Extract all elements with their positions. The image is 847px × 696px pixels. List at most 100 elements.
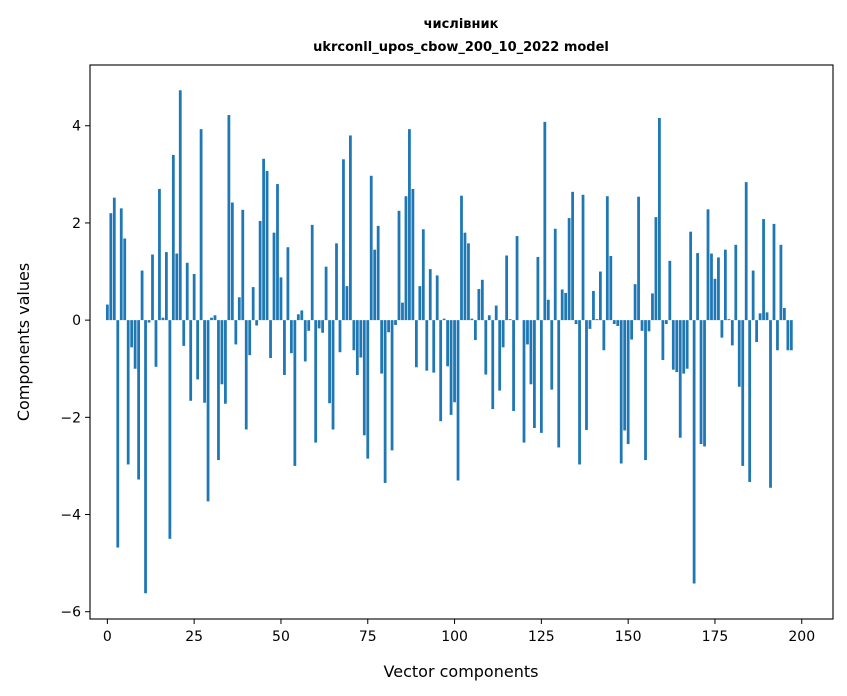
chart-subtitle: ukrconll_upos_cbow_200_10_2022 model xyxy=(313,40,609,55)
bar xyxy=(425,320,429,371)
bar xyxy=(307,320,311,331)
bar xyxy=(331,320,335,430)
bar xyxy=(283,320,286,376)
bar xyxy=(529,320,533,385)
bar xyxy=(317,320,321,329)
bar xyxy=(765,312,769,321)
bar xyxy=(678,320,682,438)
bar xyxy=(633,284,637,321)
bar xyxy=(668,260,672,321)
bar xyxy=(133,320,137,369)
bar xyxy=(140,270,144,321)
bar xyxy=(588,320,592,329)
bar xyxy=(390,320,394,451)
bar xyxy=(616,320,620,326)
bar xyxy=(144,320,147,594)
bar xyxy=(237,297,241,321)
bar xyxy=(234,320,238,345)
bar xyxy=(171,154,175,321)
x-tick-label: 175 xyxy=(702,629,729,645)
bar xyxy=(508,319,512,321)
bar xyxy=(654,217,658,321)
bar xyxy=(550,320,554,390)
y-tick-label: 0 xyxy=(72,313,81,329)
bar xyxy=(105,304,109,321)
x-tick-label: 0 xyxy=(103,629,112,645)
bar xyxy=(699,320,703,445)
bar xyxy=(536,256,540,321)
bar xyxy=(373,249,377,321)
bar xyxy=(560,289,564,321)
bar xyxy=(730,320,734,346)
bar xyxy=(630,320,634,340)
bar xyxy=(647,320,651,332)
bar xyxy=(762,219,765,321)
bar xyxy=(626,320,630,445)
bar xyxy=(394,320,397,325)
bar xyxy=(401,302,404,321)
bar xyxy=(355,320,359,376)
bar xyxy=(175,253,179,321)
bar xyxy=(293,320,297,466)
bar xyxy=(276,184,279,321)
y-tick-label: −6 xyxy=(60,605,81,621)
bar xyxy=(411,188,415,321)
bar xyxy=(324,266,328,321)
bar xyxy=(741,320,745,466)
bar xyxy=(217,320,220,461)
bar xyxy=(717,257,720,321)
bar xyxy=(178,90,182,321)
bar xyxy=(335,243,338,321)
bar xyxy=(116,320,120,548)
bar xyxy=(158,188,161,321)
x-tick-label: 150 xyxy=(615,629,642,645)
bar xyxy=(612,320,616,325)
bar xyxy=(279,277,283,321)
bar xyxy=(651,293,654,321)
bar xyxy=(418,286,422,321)
bar xyxy=(248,320,252,356)
bar xyxy=(196,320,200,380)
bar xyxy=(491,320,495,410)
bar xyxy=(442,318,446,321)
bar xyxy=(755,320,759,342)
bar xyxy=(109,213,113,321)
bar xyxy=(428,269,432,321)
bar xyxy=(137,320,140,480)
bar xyxy=(557,320,561,448)
bar xyxy=(571,191,574,321)
bar xyxy=(769,320,772,488)
bar xyxy=(230,202,234,321)
bars-group xyxy=(105,90,793,594)
bar xyxy=(567,218,571,321)
bar xyxy=(362,320,366,436)
y-tick-label: −4 xyxy=(60,508,81,524)
bar xyxy=(185,262,189,321)
bar xyxy=(397,210,401,321)
bar xyxy=(477,289,481,321)
bar xyxy=(703,320,706,447)
y-tick-label: 2 xyxy=(72,216,81,232)
bar xyxy=(213,315,217,321)
bar xyxy=(758,313,762,321)
y-tick-label: 4 xyxy=(72,119,81,135)
chart-title: числівник xyxy=(424,17,499,32)
bar xyxy=(553,228,557,321)
bar xyxy=(435,275,439,321)
bar xyxy=(161,317,165,321)
bar xyxy=(189,320,193,401)
bar xyxy=(241,209,245,321)
bar xyxy=(574,320,578,325)
bar xyxy=(338,320,342,353)
bar xyxy=(539,320,543,433)
bar xyxy=(578,320,581,465)
bar xyxy=(164,252,168,321)
bar xyxy=(449,320,453,415)
bar xyxy=(744,182,748,321)
bar xyxy=(658,117,661,321)
bar xyxy=(421,229,425,321)
bar xyxy=(581,194,585,321)
bar xyxy=(772,223,776,321)
bar xyxy=(748,320,752,482)
